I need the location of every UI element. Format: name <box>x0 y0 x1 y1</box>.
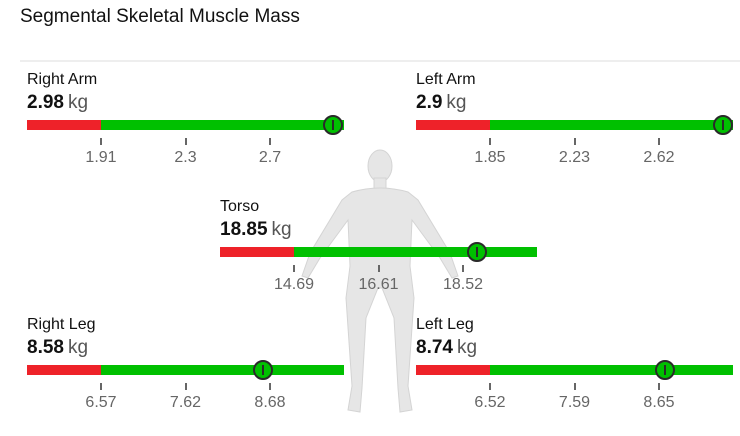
segment-label: Left Arm <box>416 71 476 88</box>
tick-mark <box>293 265 295 272</box>
value-unit: kg <box>446 92 467 113</box>
tick-mark <box>184 138 187 145</box>
tick-label: 1.91 <box>85 149 117 166</box>
value-marker <box>322 115 343 135</box>
tick-mark <box>377 265 380 272</box>
tick-mark <box>269 383 271 390</box>
below-range-fill <box>27 120 101 130</box>
divider <box>20 60 740 62</box>
value-unit: kg <box>456 337 478 358</box>
tick-label: 2.3 <box>174 149 197 166</box>
tick-label: 8.68 <box>254 394 286 411</box>
below-range-fill <box>27 365 101 375</box>
range-bar <box>27 365 344 375</box>
tick-mark <box>462 265 464 272</box>
segment-label: Torso <box>220 198 260 215</box>
segment-torso: Torso 18.85 kg 14.69 16.61 18.52 <box>220 198 537 293</box>
tick-label: 16.61 <box>358 276 399 293</box>
tick-label: 7.62 <box>169 394 202 411</box>
segment-label: Right Leg <box>27 316 96 333</box>
segment-left-arm: Left Arm 2.9 kg 1.85 2.23 2.62 <box>416 71 734 166</box>
value-marker <box>467 242 488 262</box>
tick-label: 1.85 <box>474 149 506 166</box>
range-bar <box>416 120 733 130</box>
tick-mark <box>573 383 576 390</box>
value-unit: kg <box>67 337 89 358</box>
segment-value: 2.98 kg <box>27 92 88 114</box>
segment-right-leg: Right Leg 8.58 kg 6.57 7.62 8.68 <box>27 316 344 411</box>
tick-label: 6.57 <box>85 394 117 411</box>
tick-mark <box>100 138 102 145</box>
tick-label: 2.7 <box>258 149 282 166</box>
tick-mark <box>489 138 491 145</box>
tick-mark <box>100 383 102 390</box>
tick-mark <box>489 383 491 390</box>
range-bar <box>220 247 537 257</box>
segment-value: 18.85 kg <box>220 219 292 241</box>
segment-left-leg: Left Leg 8.74 kg 6.52 7.59 8.65 <box>416 316 733 411</box>
segment-label: Right Arm <box>27 71 98 88</box>
value-marker <box>252 360 273 380</box>
value-number: 8.74 <box>416 337 453 358</box>
value-number: 2.98 <box>27 92 64 113</box>
tick-mark <box>573 138 576 145</box>
tick-label: 8.65 <box>643 394 675 411</box>
value-marker <box>713 115 734 135</box>
tick-label: 18.52 <box>442 276 484 293</box>
tick-label: 7.59 <box>558 394 591 411</box>
value-number: 8.58 <box>27 337 64 358</box>
tick-mark <box>658 138 660 145</box>
range-bar <box>416 365 733 375</box>
segment-right-arm: Right Arm 2.98 kg 1.91 2.3 2.7 <box>27 71 344 166</box>
tick-label: 14.69 <box>273 276 315 293</box>
tick-mark <box>184 383 187 390</box>
tick-mark <box>658 383 660 390</box>
tick-mark <box>269 138 271 145</box>
tick-label: 2.23 <box>558 149 591 166</box>
range-bar <box>27 120 344 130</box>
segment-value: 8.74 kg <box>416 337 477 359</box>
segment-value: 8.58 kg <box>27 337 88 359</box>
value-number: 18.85 <box>220 219 268 240</box>
value-marker <box>655 360 676 380</box>
below-range-fill <box>220 247 294 257</box>
segment-label: Left Leg <box>416 316 474 333</box>
body-figure-image <box>301 149 459 413</box>
tick-label: 2.62 <box>643 149 675 166</box>
value-unit: kg <box>271 219 292 240</box>
value-unit: kg <box>67 92 89 113</box>
tick-label: 6.52 <box>474 394 506 411</box>
segment-value: 2.9 kg <box>416 92 467 114</box>
below-range-fill <box>416 365 490 375</box>
below-range-fill <box>416 120 490 130</box>
section-title: Segmental Skeletal Muscle Mass <box>20 6 300 27</box>
value-number: 2.9 <box>416 92 443 113</box>
